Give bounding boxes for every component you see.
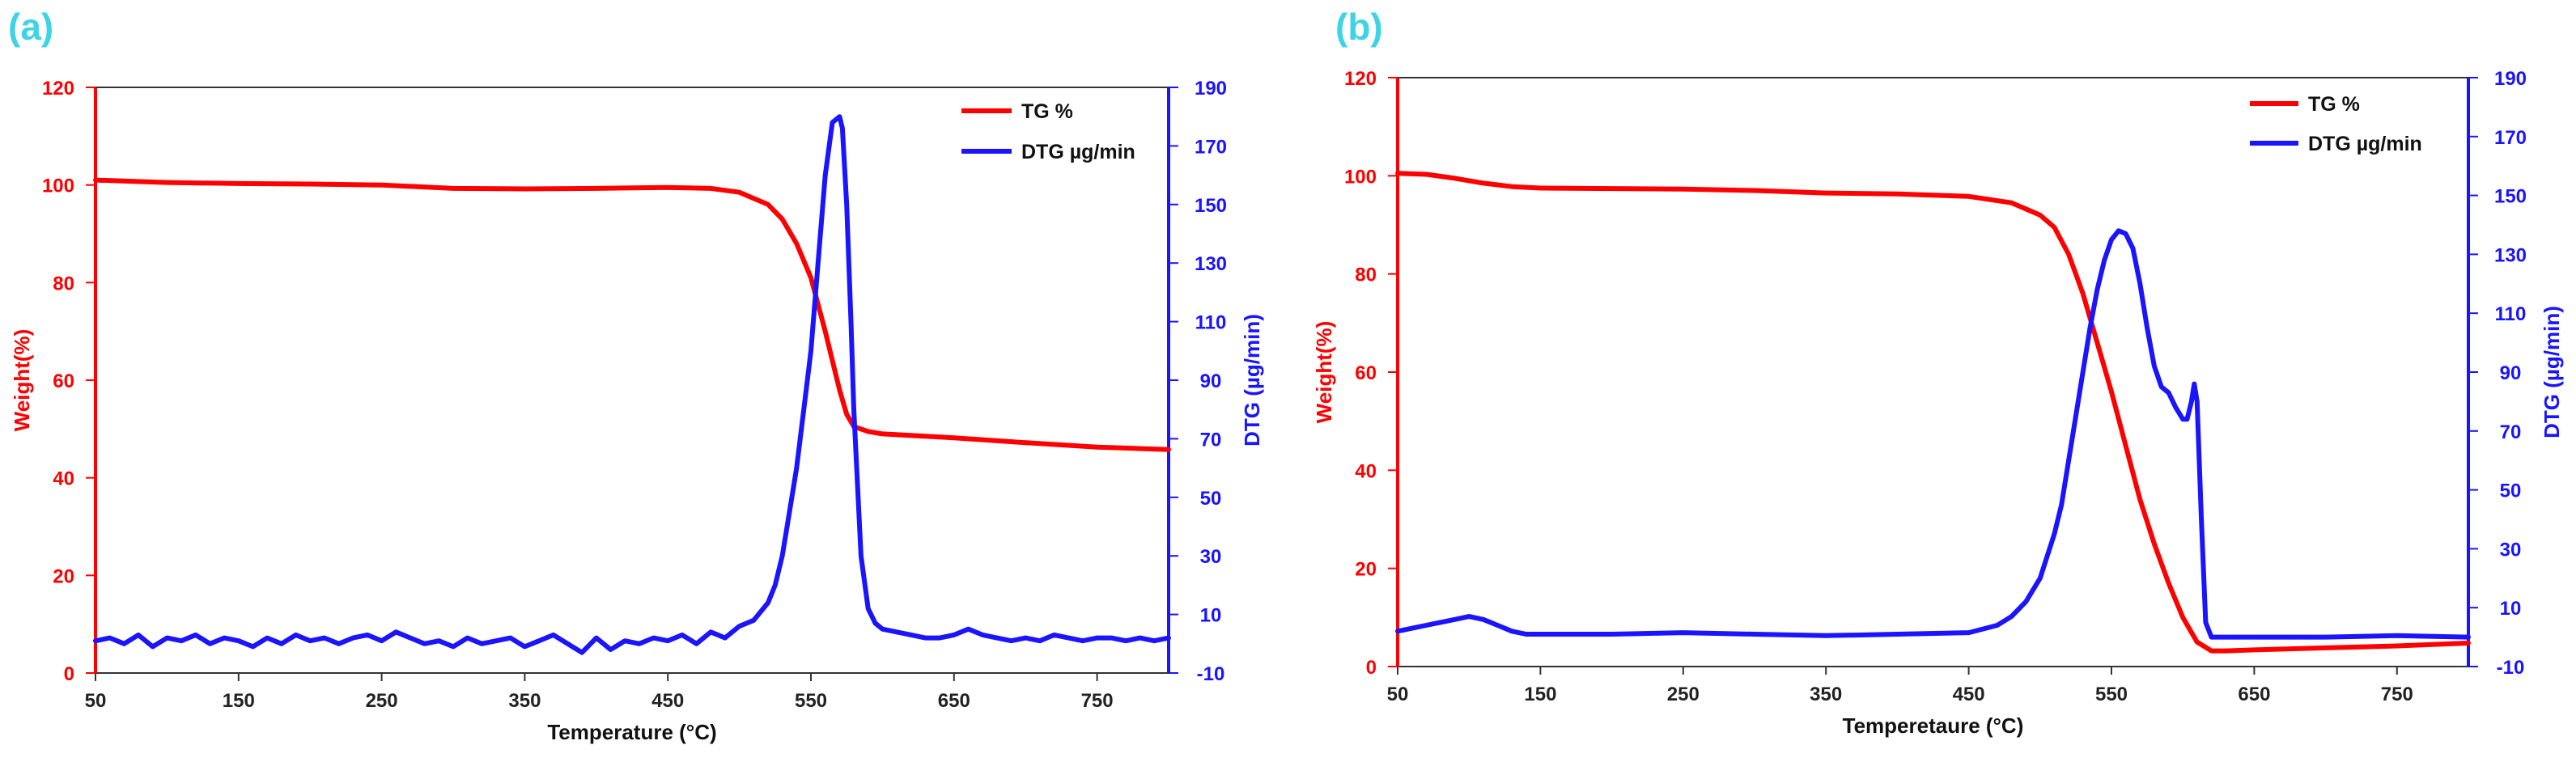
- legend-tg-label: TG %: [2308, 93, 2360, 116]
- left-tick-label: 120: [42, 78, 74, 99]
- left-tick-label: 100: [42, 176, 74, 197]
- panel-label-a: (a): [8, 6, 54, 48]
- x-tick-label: 150: [223, 690, 255, 712]
- x-tick-label: 450: [1953, 684, 1985, 705]
- right-tick-label: 90: [1200, 370, 1222, 392]
- right-tick-label: 90: [2500, 362, 2522, 384]
- right-tick-label: 10: [1200, 605, 1222, 627]
- chart-a: 50 150 250 350 450 550 650 750 0 20 40 60 80 100 120 -1…: [10, 78, 1264, 744]
- x-tick-label: 350: [508, 690, 541, 712]
- right-tick-label: 110: [2495, 303, 2527, 325]
- tg-series-line: [93, 177, 1171, 452]
- left-tick-label: 80: [1355, 265, 1377, 286]
- x-tick-label: 150: [1524, 684, 1556, 705]
- right-tick-label: 10: [2500, 598, 2522, 620]
- right-tick-label: 130: [1195, 253, 1227, 275]
- x-tick-label: 550: [795, 690, 827, 712]
- left-tick-label: 100: [1344, 166, 1377, 188]
- right-tick-label: 150: [2494, 186, 2527, 208]
- y-axis-right-label: DTG (µg/min): [1240, 314, 1264, 447]
- right-tick-label: 170: [1195, 136, 1227, 158]
- x-tick-label: 250: [1667, 684, 1700, 705]
- right-tick-label: 110: [1195, 312, 1227, 334]
- left-tick-label: 20: [53, 565, 74, 587]
- x-tick-label: 750: [2381, 684, 2413, 705]
- x-tick-label: 650: [2238, 684, 2270, 705]
- x-tick-label: 50: [85, 690, 107, 712]
- legend-tg-label: TG %: [1021, 100, 1073, 123]
- left-tick-label: 80: [53, 273, 74, 294]
- right-tick-label: 190: [1195, 78, 1227, 99]
- x-axis-label: Temperature (°C): [547, 720, 716, 744]
- right-tick-label: 70: [2500, 421, 2522, 443]
- right-tick-label: -10: [1197, 663, 1225, 685]
- panel-b: (b) 50 150 250 350 450 550 650 750 0 20 40 60 80 100 1…: [1287, 0, 2576, 762]
- right-tick-label: 50: [1200, 488, 1222, 510]
- x-axis-label: Temperetaure (°C): [1843, 713, 2024, 738]
- right-tick-label: 50: [2500, 480, 2522, 502]
- right-tick-label: 70: [1200, 429, 1222, 451]
- chart-b: 50 150 250 350 450 550 650 750 0 20 40 60 80 100 120 -1…: [1312, 68, 2564, 738]
- legend-dtg-label: DTG µg/min: [2308, 133, 2422, 155]
- left-tick-label: 0: [1366, 657, 1377, 679]
- dtg-series-line: [1395, 228, 2471, 640]
- left-tick-label: 0: [64, 663, 74, 685]
- panel-label-b: (b): [1335, 6, 1383, 48]
- x-tick-label: 50: [1387, 684, 1409, 705]
- x-tick-label: 250: [366, 690, 398, 712]
- y-axis-left-label: Weight(%): [10, 329, 34, 432]
- left-tick-label: 40: [1355, 460, 1377, 482]
- dtg-series-line: [93, 114, 1171, 655]
- right-tick-label: 30: [2500, 539, 2522, 561]
- left-tick-label: 20: [1355, 559, 1377, 581]
- x-tick-label: 350: [1810, 684, 1842, 705]
- y-axis-right-label: DTG (µg/min): [2540, 306, 2564, 438]
- left-tick-label: 120: [1344, 68, 1377, 90]
- tg-series-line: [1395, 171, 2471, 654]
- legend-dtg-label: DTG µg/min: [1021, 141, 1135, 163]
- x-tick-label: 450: [651, 690, 684, 712]
- x-tick-label: 550: [2095, 684, 2128, 705]
- y-axis-left-label: Weight(%): [1312, 321, 1336, 424]
- left-tick-label: 60: [1355, 362, 1377, 384]
- x-tick-label: 650: [938, 690, 970, 712]
- left-tick-label: 60: [53, 370, 74, 392]
- panel-a: (a) 50 150 250 350 450 550 650 750 0 20 40 60 80 100 1…: [0, 0, 1287, 762]
- left-tick-label: 40: [53, 468, 74, 490]
- x-tick-label: 750: [1081, 690, 1114, 712]
- right-tick-label: 170: [2494, 127, 2527, 149]
- right-tick-label: 130: [2494, 244, 2527, 266]
- right-tick-label: 190: [2494, 68, 2527, 90]
- right-tick-label: 30: [1200, 546, 1222, 568]
- right-tick-label: 150: [1195, 195, 1227, 217]
- right-tick-label: -10: [2497, 657, 2525, 679]
